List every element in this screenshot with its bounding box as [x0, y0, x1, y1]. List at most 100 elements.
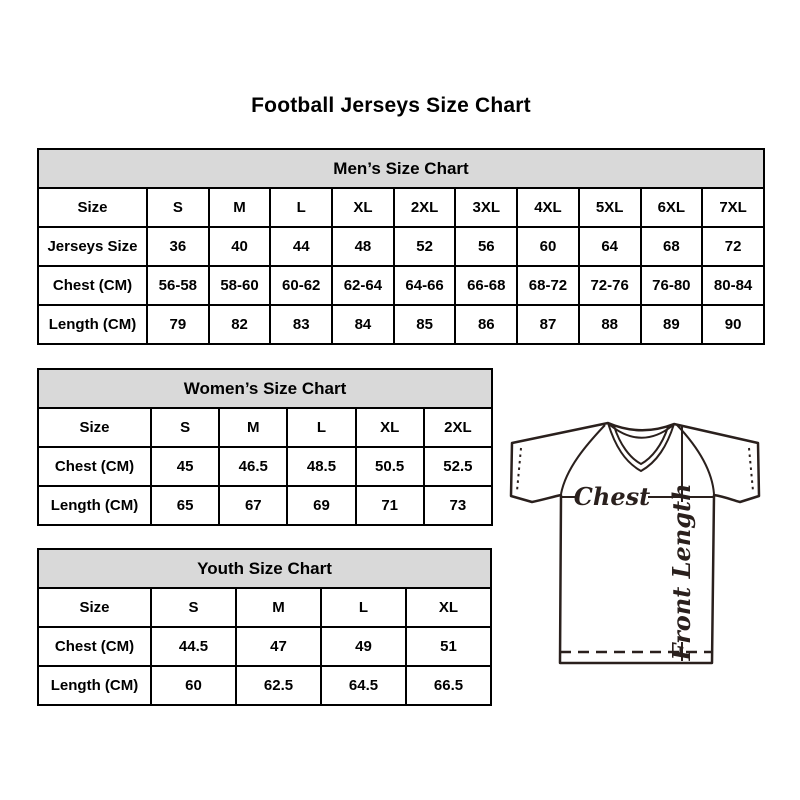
value-cell: S	[149, 407, 221, 448]
collar-lines	[607, 422, 675, 473]
table-title-row: Youth Size Chart	[37, 548, 492, 589]
value-cell: XL	[331, 187, 395, 228]
value-cell: XL	[405, 587, 492, 628]
value-cell: 85	[392, 304, 457, 345]
row-label-cell: Jerseys Size	[37, 226, 148, 267]
value-cell: L	[320, 587, 407, 628]
value-cell: 79	[146, 304, 210, 345]
row-label-cell: Length (CM)	[37, 665, 152, 706]
page-title: Football Jerseys Size Chart	[251, 94, 531, 117]
right-sleeve-stitch-line	[748, 447, 754, 492]
table-title: Youth Size Chart	[37, 548, 492, 589]
value-cell: L	[269, 187, 334, 228]
value-cell: 36	[146, 226, 210, 267]
value-cell: 7XL	[701, 187, 765, 228]
value-cell: 84	[331, 304, 395, 345]
value-cell: 68-72	[516, 265, 580, 306]
chest-label: Chest	[574, 482, 650, 511]
womens-size-table: Women’s Size Chart Size S M L XL 2XL Chest (CM)…	[37, 368, 494, 526]
row-label-cell: Chest (CM)	[37, 446, 152, 487]
value-cell: 62-64	[331, 265, 395, 306]
value-cell: 71	[354, 485, 425, 526]
jersey-outline-shape	[509, 421, 761, 665]
table-row: Length (CM) 79 82 83 84 85 86 87 88 89 90	[37, 304, 765, 345]
value-cell: 4XL	[516, 187, 580, 228]
row-label-cell: Size	[37, 407, 152, 448]
value-cell: 66-68	[454, 265, 519, 306]
table-title-row: Women’s Size Chart	[37, 368, 493, 409]
value-cell: 86	[454, 304, 519, 345]
table-row: Jerseys Size 36 40 44 48 52 56 60 64 68 72	[37, 226, 765, 267]
value-cell: 52	[392, 226, 457, 267]
value-cell: 69	[286, 485, 357, 526]
value-cell: 87	[516, 304, 580, 345]
table-title-row: Men’s Size Chart	[37, 148, 765, 189]
row-label-cell: Chest (CM)	[37, 626, 152, 667]
value-cell: 52.5	[422, 446, 494, 487]
table-row: Length (CM) 65 67 69 71 73	[37, 485, 494, 526]
table-row: Size S M L XL	[37, 587, 492, 628]
value-cell: 62.5	[235, 665, 322, 706]
table-row: Chest (CM) 44.5 47 49 51	[37, 626, 492, 667]
value-cell: 66.5	[405, 665, 492, 706]
value-cell: 45	[149, 446, 221, 487]
row-label-cell: Chest (CM)	[37, 265, 148, 306]
value-cell: 64	[577, 226, 642, 267]
value-cell: 46.5	[218, 446, 289, 487]
value-cell: M	[218, 407, 289, 448]
row-label-cell: Size	[37, 587, 152, 628]
front-length-label: Front Length	[667, 483, 696, 661]
value-cell: 60-62	[269, 265, 334, 306]
value-cell: 6XL	[639, 187, 704, 228]
value-cell: 88	[577, 304, 642, 345]
value-cell: 40	[207, 226, 272, 267]
table-title: Women’s Size Chart	[37, 368, 493, 409]
table-row: Size S M L XL 2XL	[37, 407, 494, 448]
table-row: Length (CM) 60 62.5 64.5 66.5	[37, 665, 492, 706]
mens-size-table: Men’s Size Chart Size S M L XL 2XL 3XL 4XL 5XL 6XL…	[37, 148, 765, 345]
value-cell: 49	[320, 626, 407, 667]
value-cell: 89	[639, 304, 704, 345]
value-cell: 90	[701, 304, 765, 345]
value-cell: 5XL	[577, 187, 642, 228]
value-cell: XL	[354, 407, 425, 448]
value-cell: 80-84	[701, 265, 765, 306]
value-cell: 2XL	[392, 187, 457, 228]
row-label-cell: Size	[37, 187, 148, 228]
value-cell: 72	[701, 226, 765, 267]
value-cell: 56	[454, 226, 519, 267]
value-cell: 56-58	[146, 265, 210, 306]
table-row: Size S M L XL 2XL 3XL 4XL 5XL 6XL 7XL	[37, 187, 765, 228]
value-cell: 2XL	[422, 407, 494, 448]
value-cell: 60	[150, 665, 237, 706]
value-cell: 51	[405, 626, 492, 667]
table-row: Chest (CM) 56-58 58-60 60-62 62-64 64-66 66-68…	[37, 265, 765, 306]
value-cell: 47	[235, 626, 322, 667]
value-cell: 48.5	[286, 446, 357, 487]
row-label-cell: Length (CM)	[37, 304, 148, 345]
value-cell: 50.5	[354, 446, 425, 487]
value-cell: M	[207, 187, 272, 228]
value-cell: S	[146, 187, 210, 228]
value-cell: 83	[269, 304, 334, 345]
value-cell: 44.5	[150, 626, 237, 667]
value-cell: S	[150, 587, 237, 628]
value-cell: 64.5	[320, 665, 407, 706]
value-cell: 44	[269, 226, 334, 267]
row-label-cell: Length (CM)	[37, 485, 152, 526]
value-cell: 3XL	[454, 187, 519, 228]
value-cell: 67	[218, 485, 289, 526]
value-cell: M	[235, 587, 322, 628]
jersey-measurement-diagram: Chest Front Length	[509, 421, 761, 665]
value-cell: 60	[516, 226, 580, 267]
table-title: Men’s Size Chart	[37, 148, 765, 189]
value-cell: 65	[149, 485, 221, 526]
value-cell: 48	[331, 226, 395, 267]
value-cell: 72-76	[577, 265, 642, 306]
value-cell: 82	[207, 304, 272, 345]
value-cell: 76-80	[639, 265, 704, 306]
value-cell: 58-60	[207, 265, 272, 306]
value-cell: 64-66	[392, 265, 457, 306]
value-cell: 73	[422, 485, 494, 526]
